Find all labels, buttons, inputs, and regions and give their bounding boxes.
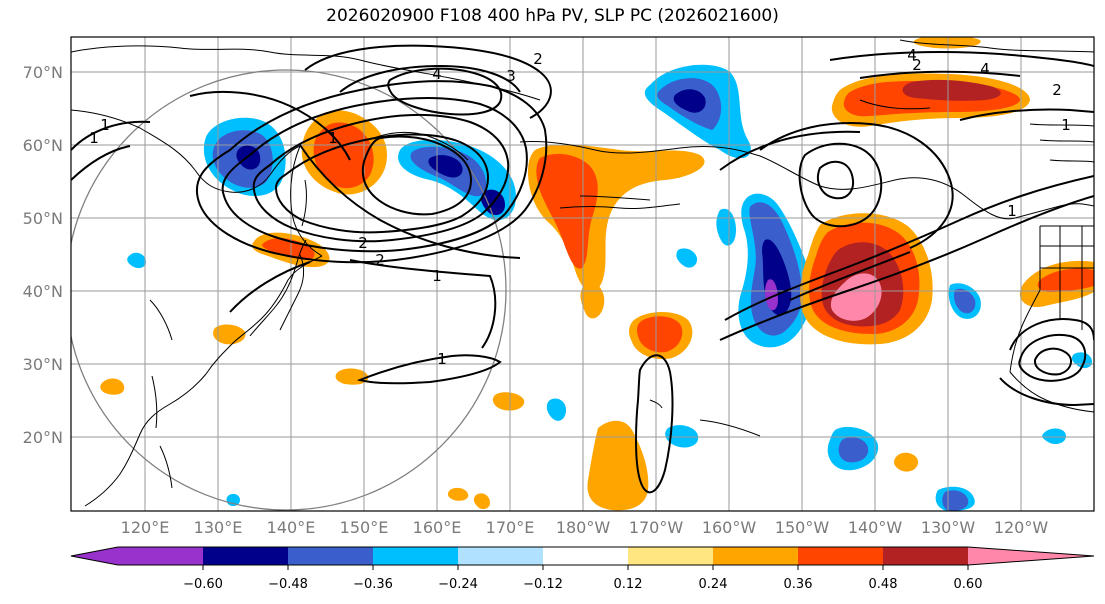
colorbar-tick-label: 0.60 (954, 577, 983, 592)
lat-label: 60°N (23, 136, 63, 155)
colorbar-tick-label: 0.12 (614, 577, 643, 592)
contour-label: 1 (328, 129, 338, 147)
lon-label: 130°W (921, 518, 976, 537)
lon-label: 120°W (994, 518, 1049, 537)
contour-label: 4 (980, 60, 990, 78)
contour-label: 4 (907, 46, 917, 64)
latitude-labels: 70°N 60°N 50°N 40°N 30°N 20°N (23, 63, 63, 447)
lon-label: 170°E (486, 518, 535, 537)
colorbar-overflow-extension (968, 547, 1094, 565)
contour-label: 1 (89, 129, 99, 147)
lon-label: 160°W (702, 518, 757, 537)
colorbar-segment (543, 547, 628, 565)
colorbar-segment (458, 547, 543, 565)
contour-label: 2 (358, 234, 368, 252)
lon-label: 150°E (340, 518, 389, 537)
colorbar-segment (203, 547, 288, 565)
colorbar-tick-label: −0.24 (438, 577, 478, 592)
lon-label: 120°E (121, 518, 170, 537)
contour-label: 1 (1061, 116, 1071, 134)
colorbar-segment (798, 547, 883, 565)
contour-labels: 2 4 3 4 1 1 1 2 2 1 1 2 1 4 2 1 (89, 46, 1071, 368)
colorbar-segment (713, 547, 798, 565)
colorbar-tick-label: 0.48 (869, 577, 898, 592)
map-title: 2026020900 F108 400 hPa PV, SLP PC (2026… (326, 6, 779, 26)
range-circle (71, 69, 507, 511)
contour-label: 1 (432, 267, 442, 285)
lon-label: 170°W (629, 518, 684, 537)
colorbar-tick-label: −0.36 (353, 577, 393, 592)
lat-label: 70°N (23, 63, 63, 82)
slp-contours (71, 44, 1094, 494)
lat-label: 50°N (23, 209, 63, 228)
lon-label: 160°E (413, 518, 462, 537)
lon-label: 140°E (267, 518, 316, 537)
colorbar-tick-label: 0.36 (784, 577, 813, 592)
colorbar-segment (118, 547, 203, 565)
contour-label: 3 (506, 67, 516, 85)
colorbar-segment (883, 547, 968, 565)
lat-label: 30°N (23, 355, 63, 374)
lat-label: 20°N (23, 428, 63, 447)
contour-label: 2 (912, 56, 922, 74)
map-frame (70, 36, 1095, 512)
longitude-labels: 120°E 130°E 140°E 150°E 160°E 170°E 180°… (121, 518, 1049, 537)
contour-label: 1 (437, 350, 447, 368)
lon-label: 180°W (556, 518, 611, 537)
colorbar-tick-label: −0.60 (183, 577, 223, 592)
colorbar-segment (628, 547, 713, 565)
contour-label: 1 (1007, 202, 1017, 220)
lon-label: 150°W (775, 518, 830, 537)
contour-label: 1 (100, 116, 110, 134)
colorbar-outline (70, 546, 1095, 566)
lon-label: 130°E (194, 518, 243, 537)
contour-label: 4 (432, 65, 442, 83)
colorbar-tick-label: −0.48 (268, 577, 308, 592)
contour-label: 2 (533, 50, 543, 68)
contour-label: 2 (375, 251, 385, 269)
colorbar: −0.60 −0.48 −0.36 −0.24 −0.12 0.12 0.24 … (70, 546, 1095, 592)
coastlines (71, 39, 1094, 507)
colorbar-tick-label: −0.12 (523, 577, 563, 592)
colorbar-segment (373, 547, 458, 565)
lon-label: 140°W (848, 518, 903, 537)
colorbar-tick-label: 0.24 (699, 577, 728, 592)
lat-label: 40°N (23, 282, 63, 301)
colorbar-segment (288, 547, 373, 565)
colorbar-underflow-extension (71, 547, 118, 565)
contour-label: 2 (1052, 81, 1062, 99)
